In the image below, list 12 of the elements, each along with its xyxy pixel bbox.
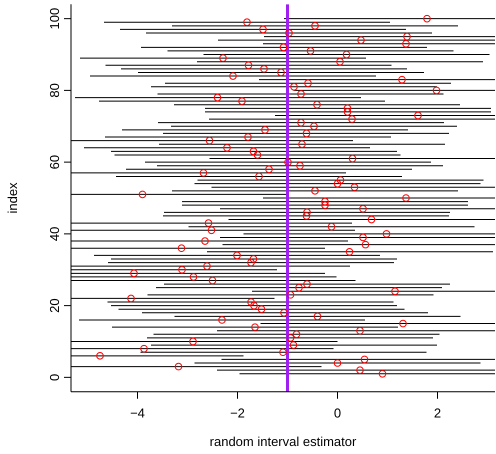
y-axis-title: index [5, 182, 20, 214]
y-tick-label: 40 [47, 226, 62, 242]
x-axis-title: random interval estimator [210, 434, 358, 449]
y-tick-label: 20 [47, 298, 62, 313]
x-tick-label: −4 [130, 406, 145, 421]
y-tick-label: 0 [47, 374, 62, 381]
x-tick-label: −2 [230, 406, 245, 421]
y-tick-label: 60 [47, 154, 62, 170]
y-tick-label: 80 [47, 83, 62, 98]
x-tick-label: 2 [434, 406, 442, 421]
x-tick-label: 0 [334, 406, 342, 421]
y-tick-label: 100 [47, 8, 62, 30]
